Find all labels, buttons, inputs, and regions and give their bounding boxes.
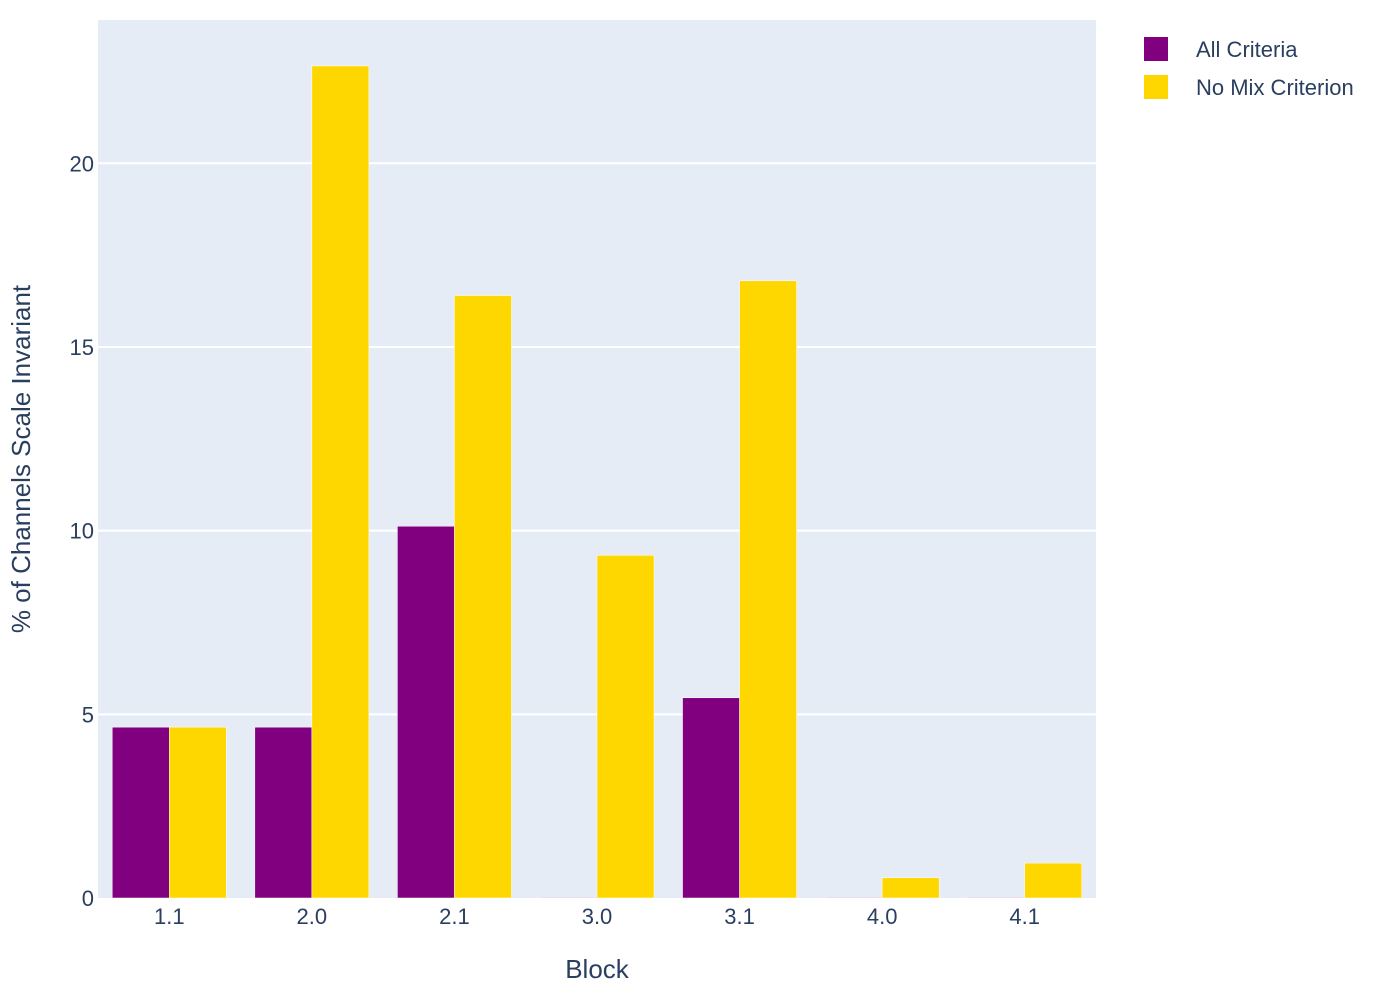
bar-no-mix-criterion-4.1[interactable] xyxy=(1024,862,1082,899)
x-tick-label: 3.0 xyxy=(582,904,613,929)
x-tick-label: 1.1 xyxy=(154,904,185,929)
x-tick-label: 4.0 xyxy=(867,904,898,929)
y-tick-label: 0 xyxy=(82,886,94,911)
y-axis-title: % of Channels Scale Invariant xyxy=(6,284,36,633)
bar-no-mix-criterion-4.0[interactable] xyxy=(881,877,940,899)
legend-swatch xyxy=(1144,75,1168,99)
legend-label: All Criteria xyxy=(1196,37,1298,62)
x-tick-label: 3.1 xyxy=(724,904,755,929)
bar-all-criteria-3.0[interactable] xyxy=(539,897,598,899)
y-tick-label: 20 xyxy=(70,151,94,176)
y-tick-label: 15 xyxy=(70,335,94,360)
bars xyxy=(112,65,1082,899)
bar-no-mix-criterion-2.1[interactable] xyxy=(454,295,512,899)
y-tick-labels: 0 5 10 15 20 xyxy=(70,151,94,911)
x-tick-label: 4.1 xyxy=(1009,904,1040,929)
x-tick-labels: 1.1 2.0 2.1 3.0 3.1 4.0 4.1 xyxy=(154,904,1040,929)
bar-no-mix-criterion-3.1[interactable] xyxy=(739,280,797,899)
y-tick-label: 10 xyxy=(70,519,94,544)
bar-no-mix-criterion-2.0[interactable] xyxy=(311,65,370,899)
x-axis-title: Block xyxy=(565,954,630,984)
bar-all-criteria-3.1[interactable] xyxy=(682,697,740,899)
legend-label: No Mix Criterion xyxy=(1196,75,1354,100)
bar-all-criteria-4.0[interactable] xyxy=(824,897,883,899)
legend-item[interactable]: No Mix Criterion xyxy=(1144,75,1354,100)
bar-all-criteria-4.1[interactable] xyxy=(967,897,1025,899)
bar-all-criteria-2.1[interactable] xyxy=(397,525,455,899)
bar-no-mix-criterion-1.1[interactable] xyxy=(169,726,227,899)
bar-all-criteria-2.0[interactable] xyxy=(254,726,313,899)
gridlines xyxy=(98,162,1096,716)
y-tick-label: 5 xyxy=(82,702,94,727)
bar-no-mix-criterion-3.0[interactable] xyxy=(596,554,655,899)
legend[interactable]: All Criteria No Mix Criterion xyxy=(1144,37,1354,100)
bar-all-criteria-1.1[interactable] xyxy=(112,726,170,899)
x-tick-label: 2.1 xyxy=(439,904,470,929)
legend-item[interactable]: All Criteria xyxy=(1144,37,1298,62)
legend-swatch xyxy=(1144,37,1168,61)
x-tick-label: 2.0 xyxy=(297,904,328,929)
